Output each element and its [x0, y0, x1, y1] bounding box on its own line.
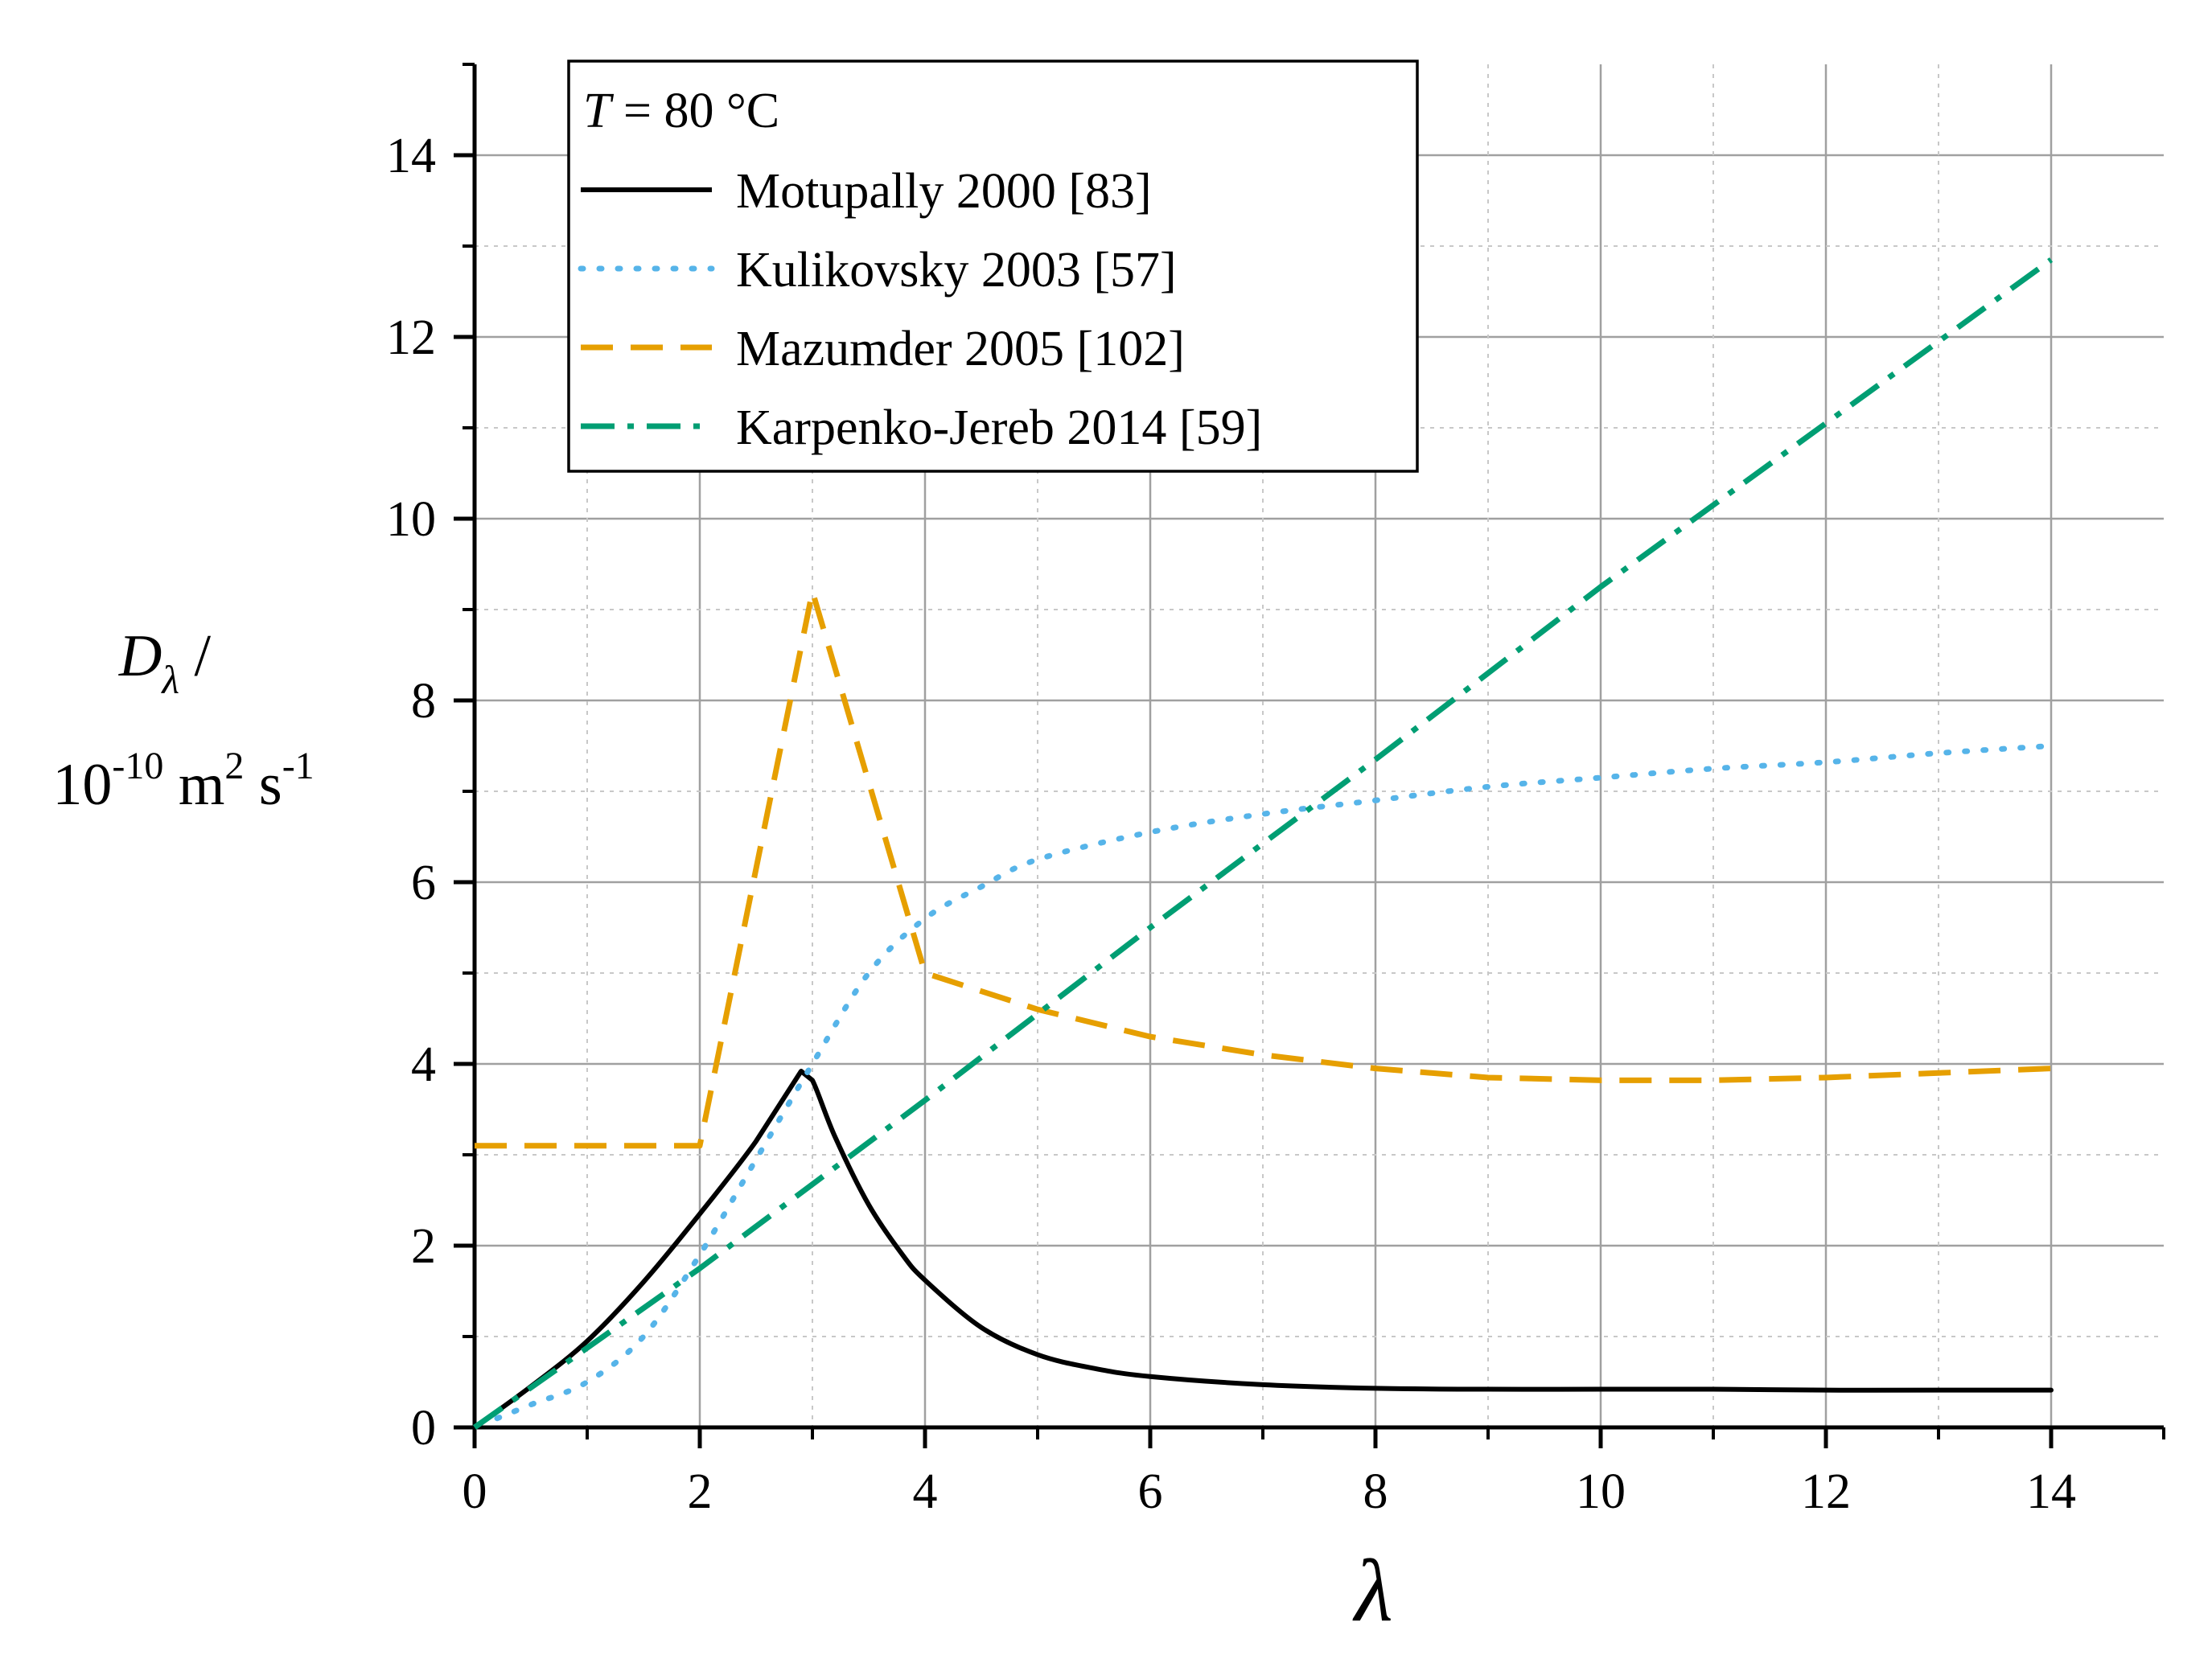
legend-title-symbol: T [583, 84, 615, 138]
y-tick-label: 4 [411, 1037, 436, 1092]
y-axis-unit-base: 10 [52, 752, 112, 818]
x-tick-label: 0 [463, 1464, 487, 1519]
y-axis-unit-exp3: -1 [282, 745, 315, 787]
y-tick-label: 14 [386, 129, 436, 183]
series-2 [494, 743, 2054, 1422]
svg-text:Dλ /: Dλ / [118, 623, 212, 702]
x-tick-label: 4 [913, 1464, 938, 1519]
y-tick-label: 2 [411, 1219, 436, 1274]
x-tick-label: 10 [1576, 1464, 1626, 1519]
legend-item-1: Motupally 2000 [83] [581, 164, 1152, 219]
x-axis-title: λ [1352, 1542, 1393, 1640]
y-axis-title-subscript: λ [160, 657, 179, 702]
y-axis-unit-exp: -10 [112, 745, 163, 787]
series-line [472, 1069, 2054, 1430]
series-group [472, 257, 2054, 1430]
y-axis-unit-s: s [244, 752, 282, 818]
series-3 [475, 588, 2052, 1149]
legend-item-4: Karpenko-Jereb 2014 [59] [581, 400, 1262, 455]
series-line [494, 743, 2054, 1422]
y-axis-title-slash: / [179, 623, 212, 689]
y-tick-label: 0 [411, 1401, 436, 1456]
legend-title: T = 80 °C [583, 84, 779, 138]
legend-label: Kulikovsky 2003 [57] [736, 243, 1177, 298]
y-tick-label: 10 [386, 492, 436, 547]
x-tick-label: 2 [688, 1464, 713, 1519]
y-axis-title-symbol: D [118, 623, 162, 689]
x-tick-label: 6 [1138, 1464, 1163, 1519]
series-line [475, 588, 2052, 1149]
legend-item-2: Kulikovsky 2003 [57] [578, 243, 1177, 298]
y-axis-unit-m: m [163, 752, 224, 818]
y-tick-label: 12 [386, 310, 436, 365]
axes: 0 2 4 6 8 10 12 14 0 2 4 6 8 10 12 14 [386, 63, 2165, 1519]
svg-text:10-10 m2 s-1: 10-10 m2 s-1 [52, 745, 314, 818]
legend-title-value: = 80 °C [611, 84, 779, 138]
y-axis-unit-exp2: 2 [224, 745, 244, 787]
x-tick-label: 14 [2026, 1464, 2076, 1519]
legend: T = 80 °C Motupally 2000 [83] Kulikovsky 2… [567, 60, 1419, 473]
legend-item-3: Mazumder 2005 [102] [581, 322, 1185, 376]
legend-label: Motupally 2000 [83] [736, 164, 1152, 219]
y-tick-label: 8 [411, 674, 436, 729]
y-tick-label: 6 [411, 856, 436, 910]
series-1 [472, 1069, 2054, 1430]
legend-label: Mazumder 2005 [102] [736, 322, 1185, 376]
legend-label: Karpenko-Jereb 2014 [59] [736, 400, 1262, 455]
y-axis-title: Dλ / 10-10 m2 s-1 [52, 623, 314, 818]
x-tick-label: 12 [1801, 1464, 1851, 1519]
x-tick-label: 8 [1363, 1464, 1388, 1519]
